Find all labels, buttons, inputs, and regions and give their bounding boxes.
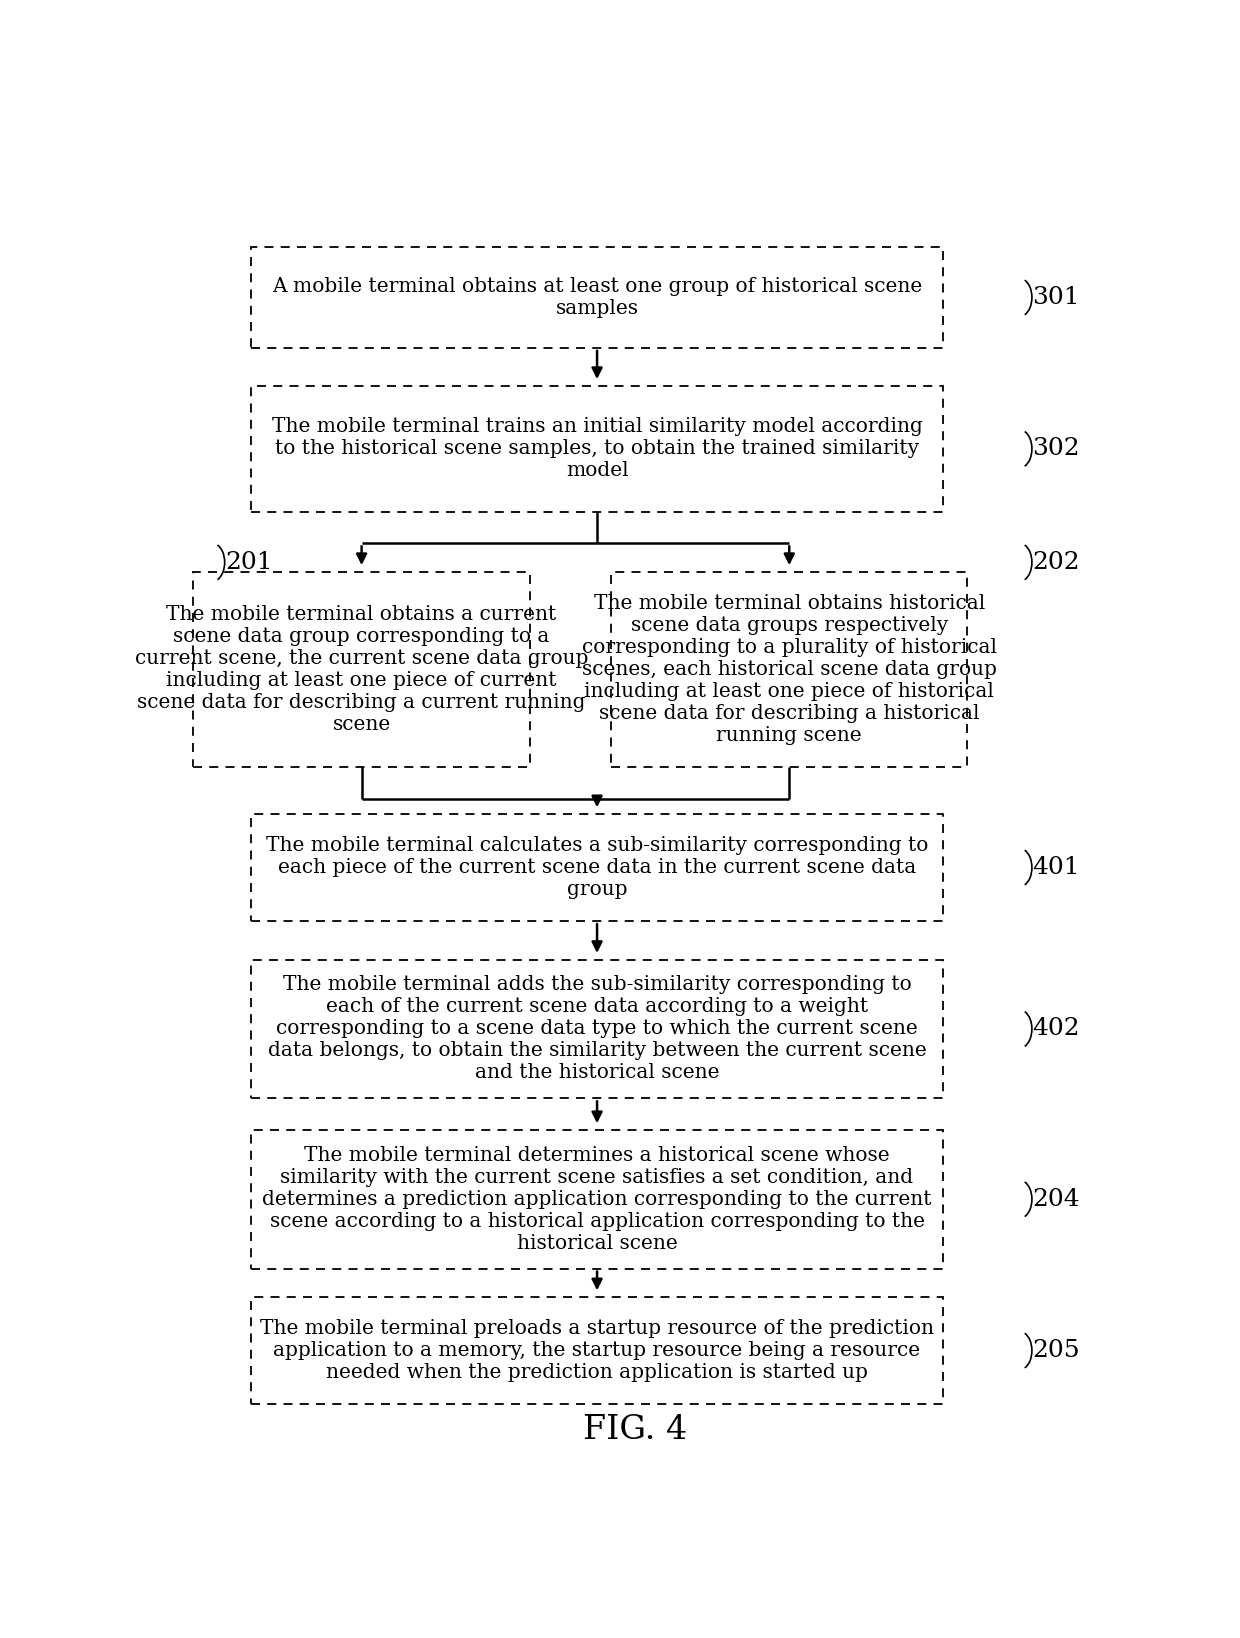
Text: 205: 205	[1033, 1340, 1080, 1363]
Text: The mobile terminal adds the sub-similarity corresponding to
each of the current: The mobile terminal adds the sub-similar…	[268, 976, 926, 1083]
Text: The mobile terminal determines a historical scene whose
similarity with the curr: The mobile terminal determines a histori…	[263, 1145, 931, 1253]
Bar	[250, 960, 942, 1099]
Text: 402: 402	[1033, 1017, 1080, 1040]
Text: 204: 204	[1033, 1188, 1080, 1210]
Text: The mobile terminal obtains a current
scene data group corresponding to a
curren: The mobile terminal obtains a current sc…	[135, 604, 588, 734]
Bar	[250, 1297, 942, 1404]
Bar	[250, 1130, 942, 1268]
Text: The mobile terminal trains an initial similarity model according
to the historic: The mobile terminal trains an initial si…	[272, 418, 923, 480]
Text: 201: 201	[226, 550, 273, 573]
Text: A mobile terminal obtains at least one group of historical scene
samples: A mobile terminal obtains at least one g…	[272, 277, 923, 318]
Bar	[250, 814, 942, 921]
Text: The mobile terminal obtains historical
scene data groups respectively
correspond: The mobile terminal obtains historical s…	[582, 595, 997, 745]
Text: 401: 401	[1033, 857, 1080, 880]
Text: The mobile terminal calculates a sub-similarity corresponding to
each piece of t: The mobile terminal calculates a sub-sim…	[265, 835, 929, 899]
Text: FIG. 4: FIG. 4	[584, 1414, 687, 1446]
Bar	[250, 247, 942, 347]
Text: 302: 302	[1033, 437, 1080, 460]
Text: The mobile terminal preloads a startup resource of the prediction
application to: The mobile terminal preloads a startup r…	[260, 1319, 934, 1382]
Bar	[250, 387, 942, 511]
Bar	[193, 572, 529, 767]
Text: 202: 202	[1033, 550, 1080, 573]
Bar	[611, 572, 967, 767]
Text: 301: 301	[1033, 287, 1080, 310]
